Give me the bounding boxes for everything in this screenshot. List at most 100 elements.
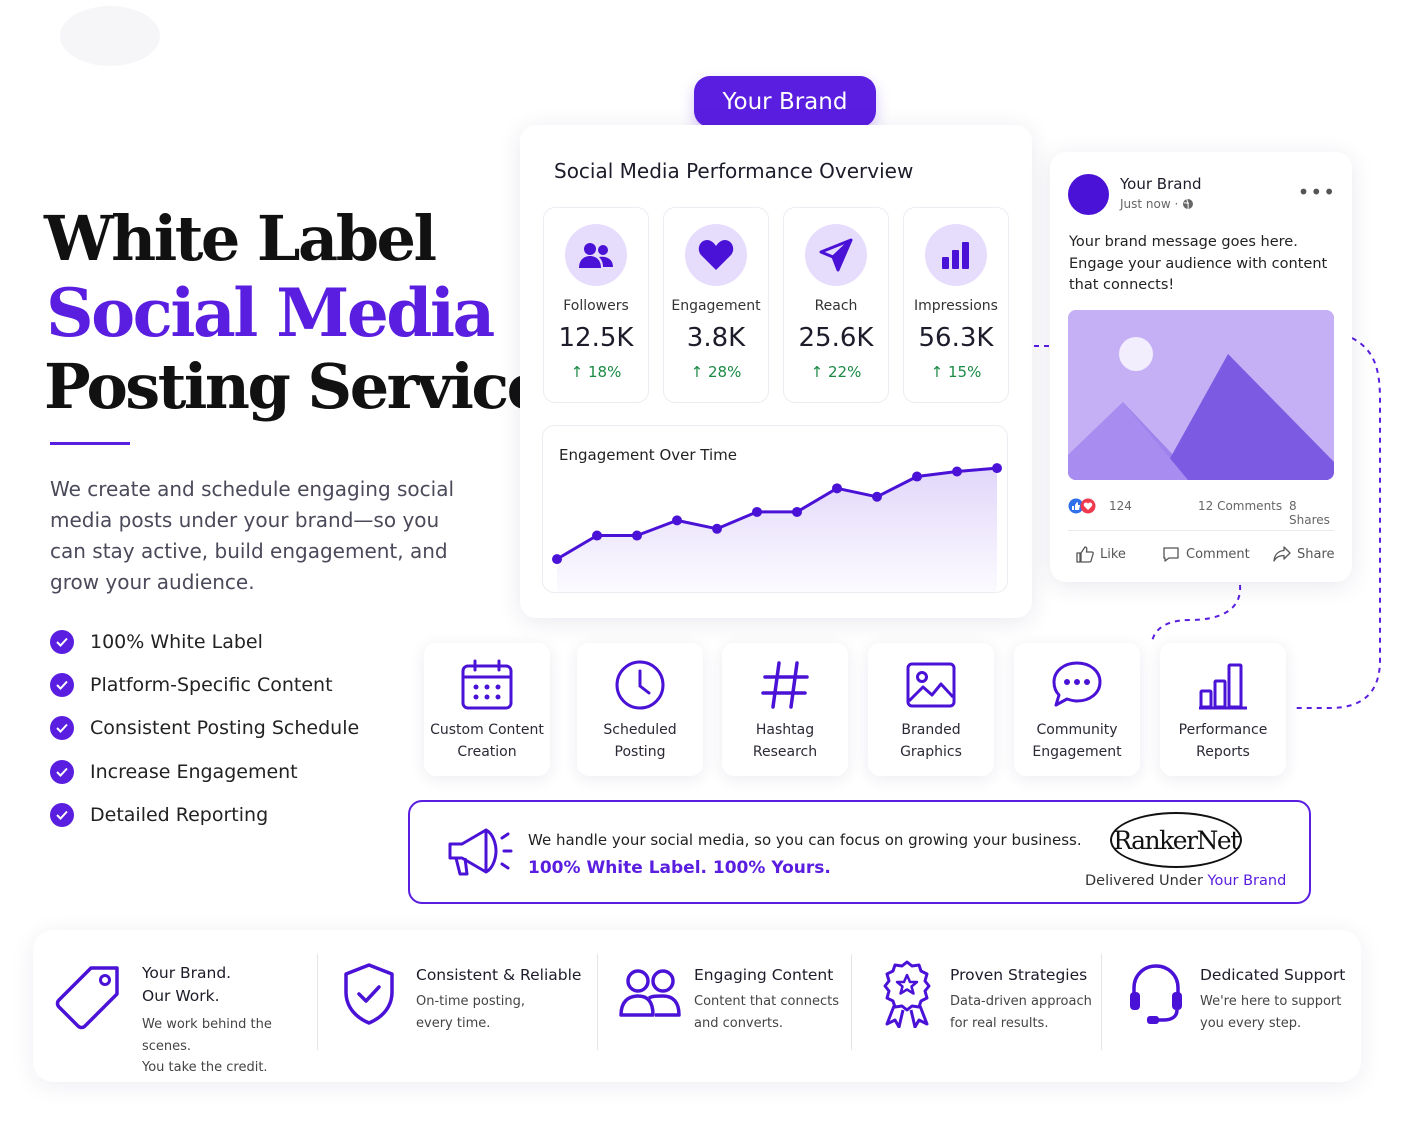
stat-delta: ↑ 22% [810, 363, 862, 381]
comment-icon [1163, 547, 1179, 562]
people-icon [619, 968, 681, 1018]
service-tile-community-engagement: Community Engagement [1014, 643, 1140, 776]
feature-your-brand: Your Brand. Our Work. We work behind the … [33, 930, 317, 1082]
arrow-up-icon: ↑ [570, 363, 588, 381]
globe-icon [1182, 198, 1194, 210]
data-point [832, 483, 842, 494]
feature-checklist: 100% White Label Platform-Specific Conte… [50, 620, 359, 836]
feature-proven: Proven Strategies Data-driven approach fo… [851, 930, 1101, 1082]
check-icon [50, 629, 74, 654]
feature-engaging: Engaging Content Content that connects an… [597, 930, 851, 1082]
features-bar: Your Brand. Our Work. We work behind the … [33, 930, 1361, 1082]
service-label: Branded Graphics [900, 722, 962, 760]
stat-delta: ↑ 18% [570, 363, 622, 381]
checklist-label: Increase Engagement [90, 760, 298, 783]
calendar-icon [459, 657, 515, 713]
comment-button[interactable]: Comment [1162, 546, 1250, 563]
data-point [712, 523, 722, 534]
stat-label: Impressions [914, 298, 998, 314]
hashtag-icon [757, 657, 813, 713]
megaphone-icon [446, 824, 514, 882]
feature-title: Dedicated Support [1200, 966, 1346, 984]
image-icon [903, 657, 959, 713]
chart-title: Engagement Over Time [559, 446, 738, 464]
avatar [1068, 174, 1109, 215]
arrow-up-icon: ↑ [930, 363, 948, 381]
stat-value: 25.6K [798, 323, 874, 353]
hero-title-line2: Social Media [46, 274, 495, 352]
stat-card-followers: Followers 12.5K ↑ 18% [543, 207, 649, 403]
stat-value: 12.5K [558, 323, 634, 353]
stat-card-engagement: Engagement 3.8K ↑ 28% [663, 207, 769, 403]
checklist-item: Detailed Reporting [50, 793, 359, 836]
clock-icon [612, 657, 668, 713]
checklist-item: Platform-Specific Content [50, 663, 359, 706]
stat-delta: ↑ 15% [930, 363, 982, 381]
overview-title: Social Media Performance Overview [554, 159, 914, 183]
banner-subtext: 100% White Label. 100% Yours. [528, 858, 831, 878]
engagement-chart: Engagement Over Time [542, 425, 1008, 593]
stat-value: 3.8K [686, 323, 746, 353]
data-point [632, 530, 642, 541]
post-author: Your Brand [1120, 175, 1202, 193]
reaction-count: 124 [1109, 499, 1132, 513]
share-count[interactable]: 8 Shares [1289, 499, 1330, 527]
checklist-item: Consistent Posting Schedule [50, 707, 359, 750]
check-icon [50, 716, 74, 741]
share-icon [1273, 546, 1291, 562]
feature-title: Your Brand. Our Work. [142, 964, 232, 1005]
engagement-line [556, 466, 998, 561]
feature-divider [851, 954, 852, 1050]
tag-icon [51, 962, 123, 1034]
comment-count[interactable]: 12 Comments [1198, 499, 1283, 513]
service-tile-branded-graphics: Branded Graphics [868, 643, 994, 776]
stat-card-reach: Reach 25.6K ↑ 22% [783, 207, 889, 403]
like-button[interactable]: Like [1076, 546, 1126, 563]
stat-label: Followers [563, 298, 629, 314]
engagement-area [557, 468, 997, 592]
feature-support: Dedicated Support We're here to support y… [1101, 930, 1361, 1082]
hero-lead: We create and schedule engaging social m… [50, 477, 455, 594]
service-tile-hashtag-research: Hashtag Research [722, 643, 848, 776]
data-point [792, 506, 802, 517]
data-point [592, 530, 602, 541]
feature-divider [317, 954, 318, 1050]
headset-icon [1127, 962, 1185, 1026]
users-icon [565, 224, 627, 286]
checklist-label: Platform-Specific Content [90, 673, 333, 696]
social-post-card: Your Brand Just now · ••• Your brand mes… [1050, 152, 1352, 582]
feature-desc: We're here to support you every step. [1200, 994, 1342, 1031]
report-chart-icon [1195, 657, 1251, 713]
mountain-image-icon [1068, 310, 1334, 480]
more-options-icon[interactable]: ••• [1297, 180, 1336, 204]
stat-delta: ↑ 28% [690, 363, 742, 381]
data-point [752, 506, 762, 517]
check-icon [50, 672, 74, 697]
data-point [872, 491, 882, 502]
data-point [912, 471, 922, 482]
post-time: Just now · [1120, 197, 1194, 211]
decorative-blob [60, 6, 160, 66]
stat-value: 56.3K [918, 323, 994, 353]
brand-pill: Your Brand [694, 76, 876, 127]
dashed-connector [1034, 337, 1381, 709]
love-reaction-icon [1080, 498, 1096, 514]
service-label: Custom Content Creation [430, 722, 544, 760]
heart-icon [685, 224, 747, 286]
data-point [672, 515, 682, 526]
chat-icon [1049, 657, 1105, 713]
arrow-up-icon: ↑ [810, 363, 828, 381]
hero-divider [50, 442, 130, 445]
feature-consistent: Consistent & Reliable On-time posting, ev… [317, 930, 597, 1082]
feature-divider [597, 954, 598, 1050]
data-point [992, 463, 1002, 474]
checklist-label: 100% White Label [90, 630, 263, 653]
service-tile-scheduled-posting: Scheduled Posting [577, 643, 703, 776]
data-point [952, 466, 962, 477]
post-message: Your brand message goes here. Engage you… [1069, 234, 1328, 293]
checklist-label: Detailed Reporting [90, 803, 269, 826]
service-label: Scheduled Posting [603, 722, 677, 760]
share-button[interactable]: Share [1273, 546, 1335, 562]
feature-title: Proven Strategies [950, 966, 1088, 984]
hero-title-line1: White Label [44, 202, 437, 275]
